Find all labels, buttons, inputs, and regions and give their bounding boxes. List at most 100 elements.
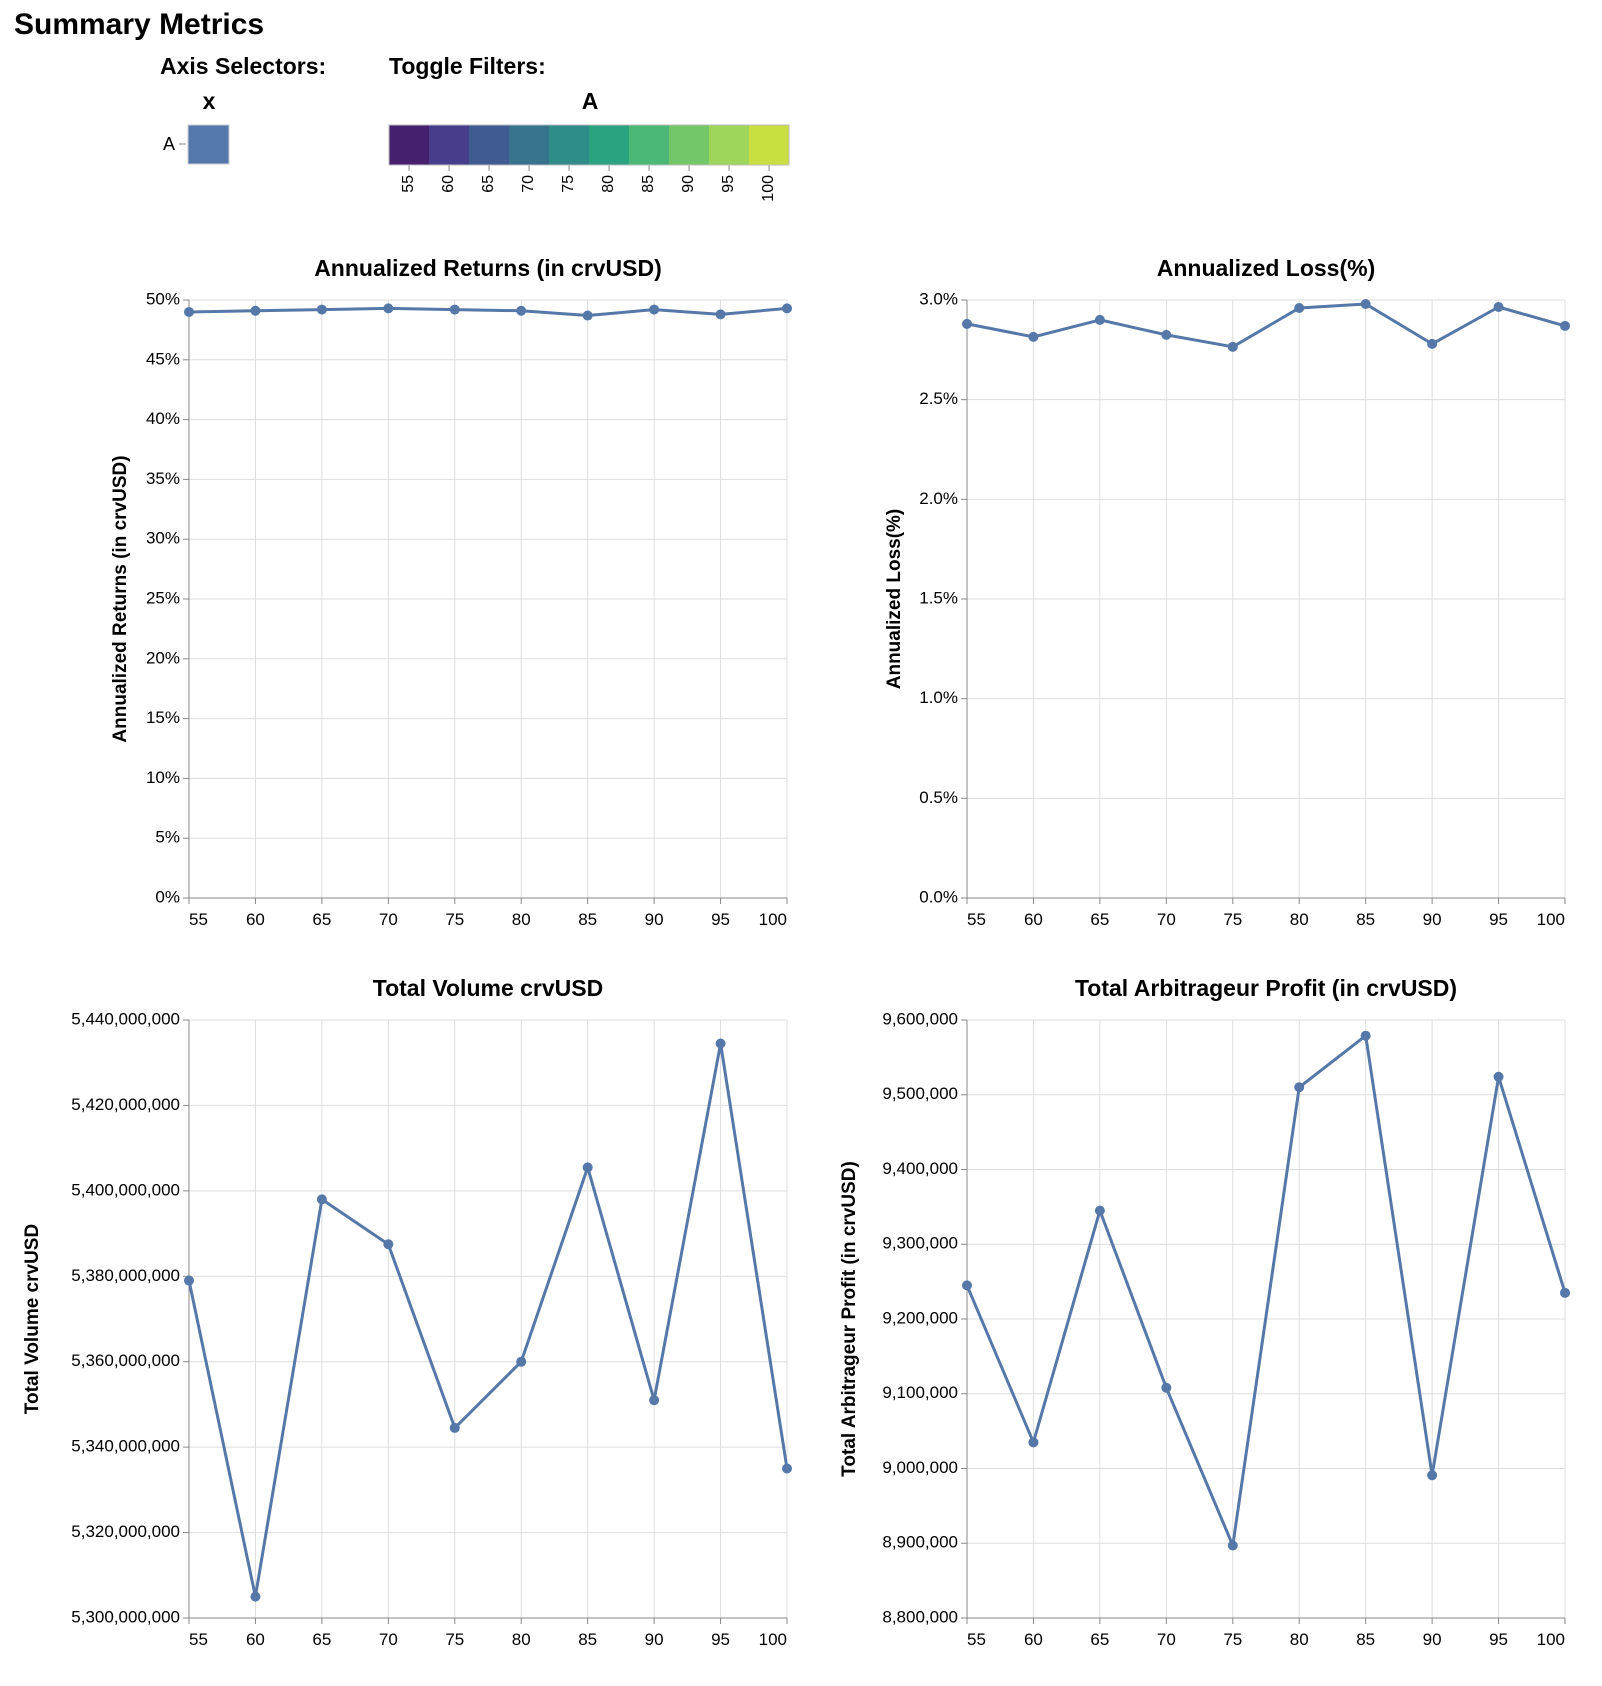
axis-column-header: x	[203, 88, 216, 114]
controls-panel: Axis Selectors: x A Toggle Filters: A 55…	[160, 53, 790, 202]
y-tick-label: 5,300,000,000	[71, 1607, 180, 1626]
data-point	[782, 1463, 792, 1474]
data-point	[1094, 1205, 1105, 1216]
x-tick-label: 80	[512, 1630, 531, 1649]
x-tick-label: 70	[1157, 910, 1176, 929]
toggle-filter-cell[interactable]	[709, 125, 749, 165]
data-point	[449, 304, 460, 315]
toggle-filter-cell[interactable]	[589, 125, 629, 165]
data-point	[1161, 1382, 1172, 1393]
data-point	[715, 309, 726, 320]
x-tick-label: 65	[312, 910, 331, 929]
y-tick-label: 9,600,000	[882, 1009, 958, 1028]
toggle-filter-cell[interactable]	[389, 125, 429, 165]
y-tick-label: 2.5%	[919, 389, 958, 408]
y-tick-label: 9,100,000	[882, 1383, 958, 1402]
data-point	[782, 303, 792, 314]
data-point	[184, 306, 194, 317]
toggle-filter-cell[interactable]	[469, 125, 509, 165]
toggle-filter-cell[interactable]	[509, 125, 549, 165]
toggle-filter-tick-label: 70	[520, 175, 537, 193]
y-tick-label: 8,800,000	[882, 1607, 958, 1626]
y-tick-label: 50%	[146, 289, 180, 308]
x-tick-label: 95	[1489, 910, 1508, 929]
x-tick-label: 75	[445, 910, 464, 929]
toggle-filters-label: Toggle Filters:	[389, 53, 546, 79]
data-point	[383, 1239, 394, 1250]
y-tick-label: 40%	[146, 409, 180, 428]
data-point	[962, 1280, 972, 1291]
y-axis-title: Total Arbitrageur Profit (in crvUSD)	[839, 1161, 860, 1477]
series-line	[966, 302, 1566, 349]
x-tick-label: 55	[189, 1630, 208, 1649]
series-line	[187, 1042, 789, 1599]
data-point	[516, 1356, 527, 1367]
data-point	[715, 1038, 726, 1049]
data-point	[1028, 1437, 1039, 1448]
x-tick-label: 85	[1356, 910, 1375, 929]
x-tick-label: 85	[578, 910, 597, 929]
toggle-filter-tick-label: 80	[600, 175, 617, 193]
x-tick-label: 95	[1489, 1630, 1508, 1649]
x-tick-label: 100	[759, 1630, 787, 1649]
data-point	[1360, 298, 1371, 309]
y-axis-title: Annualized Loss(%)	[884, 509, 905, 690]
x-tick-label: 60	[246, 910, 265, 929]
x-tick-label: 65	[1090, 910, 1109, 929]
y-tick-label: 9,000,000	[882, 1458, 958, 1477]
x-tick-label: 90	[1423, 1630, 1442, 1649]
data-point	[582, 1162, 593, 1173]
data-point	[184, 1275, 194, 1286]
toggle-filter-tick-label: 90	[680, 175, 697, 193]
toggle-filter-cell[interactable]	[549, 125, 589, 165]
x-tick-label: 95	[711, 910, 730, 929]
x-tick-label: 100	[1537, 1630, 1565, 1649]
x-tick-label: 85	[578, 1630, 597, 1649]
y-tick-label: 0.0%	[919, 887, 958, 906]
data-point	[1161, 329, 1172, 340]
data-point	[1560, 1287, 1570, 1298]
x-tick-label: 70	[379, 910, 398, 929]
data-point	[1427, 1470, 1438, 1481]
y-tick-label: 25%	[146, 588, 180, 607]
y-tick-label: 9,200,000	[882, 1308, 958, 1327]
toggle-filter-cell[interactable]	[629, 125, 669, 165]
toggle-filter-cell[interactable]	[669, 125, 709, 165]
y-tick-label: 5,380,000,000	[71, 1266, 180, 1285]
axis-row-label: A	[163, 134, 175, 154]
x-tick-label: 90	[645, 1630, 664, 1649]
data-point	[250, 305, 261, 316]
y-tick-label: 0.5%	[919, 788, 958, 807]
data-point	[649, 1395, 660, 1406]
axis-selector-cell[interactable]	[187, 124, 230, 165]
x-tick-label: 55	[967, 910, 986, 929]
y-tick-label: 5,360,000,000	[71, 1351, 180, 1370]
y-axis-title: Annualized Returns (in crvUSD)	[110, 455, 131, 742]
chart-title: Total Volume crvUSD	[373, 975, 603, 1001]
data-point	[516, 305, 527, 316]
toggle-filter-tick-label: 55	[400, 175, 417, 193]
toggle-filter-cell[interactable]	[429, 125, 469, 165]
y-tick-label: 1.5%	[919, 588, 958, 607]
x-tick-label: 75	[445, 1630, 464, 1649]
y-tick-label: 9,300,000	[882, 1234, 958, 1253]
data-point	[1360, 1030, 1371, 1041]
series-line	[965, 1034, 1567, 1547]
data-point	[383, 303, 394, 314]
data-point	[1560, 320, 1570, 331]
y-tick-label: 5,320,000,000	[71, 1522, 180, 1541]
data-point	[316, 304, 327, 315]
toggle-filter-tick-label: 95	[720, 175, 737, 193]
data-point	[1227, 341, 1238, 352]
y-tick-label: 1.0%	[919, 688, 958, 707]
x-tick-label: 60	[1024, 910, 1043, 929]
axis-selectors-label: Axis Selectors:	[160, 53, 326, 79]
y-tick-label: 30%	[146, 529, 180, 548]
data-point	[250, 1591, 261, 1602]
series-line	[188, 306, 788, 317]
x-tick-label: 80	[512, 910, 531, 929]
toggle-filter-tick-label: 65	[480, 175, 497, 193]
toggle-filter-cell[interactable]	[749, 125, 789, 165]
x-tick-label: 80	[1290, 910, 1309, 929]
data-point	[1094, 314, 1105, 325]
